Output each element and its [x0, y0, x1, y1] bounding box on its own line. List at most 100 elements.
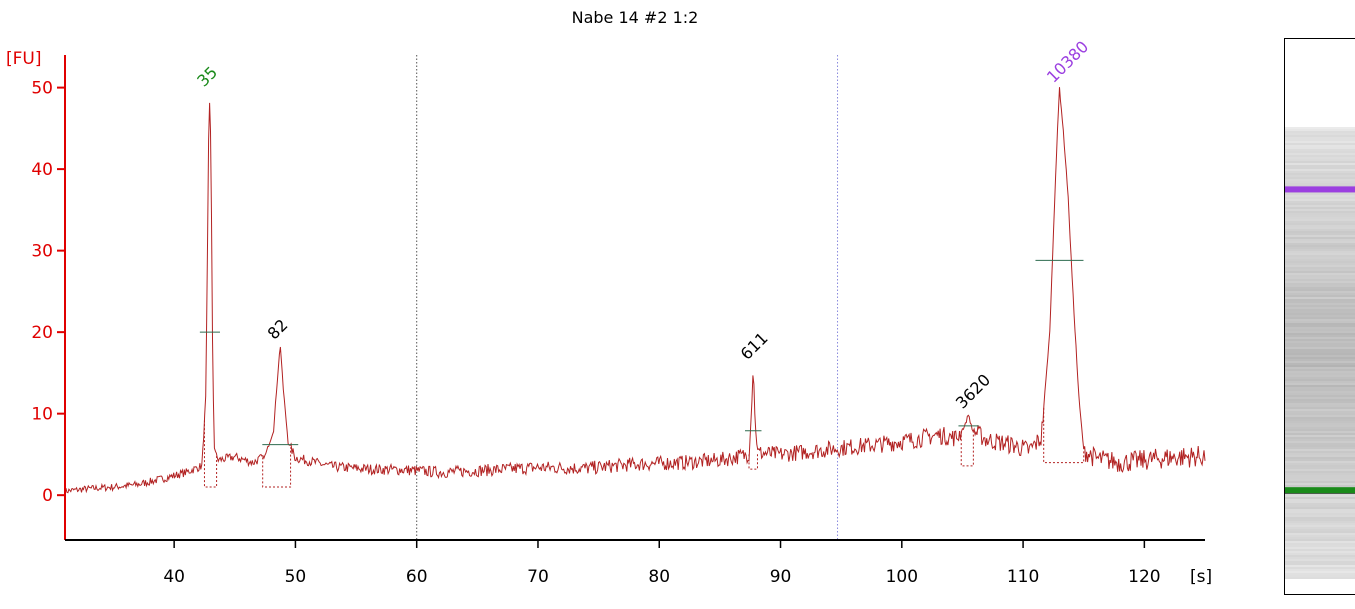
- gel-stripe: [1285, 137, 1355, 139]
- gel-stripe: [1285, 395, 1355, 397]
- gel-stripe: [1285, 161, 1355, 163]
- gel-stripe: [1285, 271, 1355, 273]
- gel-stripe: [1285, 343, 1355, 345]
- gel-stripe: [1285, 219, 1355, 221]
- gel-stripe: [1285, 165, 1355, 167]
- gel-stripe: [1285, 257, 1355, 259]
- gel-stripe: [1285, 535, 1355, 537]
- gel-stripe: [1285, 221, 1355, 223]
- gel-stripe: [1285, 355, 1355, 357]
- gel-stripe: [1285, 175, 1355, 177]
- gel-stripe: [1285, 389, 1355, 391]
- gel-stripe: [1285, 351, 1355, 353]
- gel-stripe: [1285, 527, 1355, 529]
- gel-stripe: [1285, 445, 1355, 447]
- gel-stripe: [1285, 341, 1355, 343]
- gel-stripe: [1285, 385, 1355, 387]
- gel-stripe: [1285, 407, 1355, 409]
- gel-stripe: [1285, 243, 1355, 245]
- gel-stripe: [1285, 417, 1355, 419]
- gel-stripe: [1285, 529, 1355, 531]
- gel-stripe: [1285, 275, 1355, 277]
- gel-stripe: [1285, 201, 1355, 203]
- gel-stripe: [1285, 277, 1355, 279]
- peak-label-0: 35: [193, 63, 221, 91]
- gel-stripe: [1285, 403, 1355, 405]
- gel-stripe: [1285, 521, 1355, 523]
- gel-stripe: [1285, 259, 1355, 261]
- gel-stripe: [1285, 555, 1355, 557]
- gel-stripe: [1285, 223, 1355, 225]
- gel-stripe: [1285, 397, 1355, 399]
- gel-stripe: [1285, 501, 1355, 503]
- gel-stripe: [1285, 321, 1355, 323]
- gel-stripe: [1285, 309, 1355, 311]
- gel-stripe: [1285, 561, 1355, 563]
- gel-stripe: [1285, 263, 1355, 265]
- gel-stripe: [1285, 479, 1355, 481]
- gel-stripe: [1285, 377, 1355, 379]
- gel-stripe: [1285, 213, 1355, 215]
- gel-stripe: [1285, 421, 1355, 423]
- gel-stripe: [1285, 245, 1355, 247]
- gel-stripe: [1285, 173, 1355, 175]
- x-tick-label-6: 100: [886, 567, 918, 587]
- gel-stripe: [1285, 539, 1355, 541]
- gel-stripe: [1285, 357, 1355, 359]
- gel-stripe: [1285, 323, 1355, 325]
- gel-stripe: [1285, 203, 1355, 205]
- peak-baseline-1: [262, 447, 292, 488]
- gel-stripe: [1285, 267, 1355, 269]
- gel-stripe: [1285, 261, 1355, 263]
- gel-stripe: [1285, 149, 1355, 151]
- gel-stripe: [1285, 163, 1355, 165]
- gel-stripe: [1285, 419, 1355, 421]
- gel-stripe: [1285, 455, 1355, 457]
- gel-stripe: [1285, 409, 1355, 411]
- gel-stripe: [1285, 279, 1355, 281]
- gel-stripe: [1285, 463, 1355, 465]
- gel-stripe: [1285, 151, 1355, 153]
- gel-stripe: [1285, 443, 1355, 445]
- gel-stripe: [1285, 209, 1355, 211]
- gel-stripe: [1285, 159, 1355, 161]
- gel-stripe: [1285, 195, 1355, 197]
- gel-stripe: [1285, 569, 1355, 571]
- gel-stripe: [1285, 425, 1355, 427]
- gel-stripe: [1285, 293, 1355, 295]
- gel-stripe: [1285, 575, 1355, 577]
- gel-stripe: [1285, 139, 1355, 141]
- gel-stripe: [1285, 303, 1355, 305]
- y-tick-label-2: 20: [31, 323, 53, 343]
- gel-stripe: [1285, 459, 1355, 461]
- gel-stripe: [1285, 285, 1355, 287]
- axes: 0 10 20 30 40 50 40 50 60 70 80 90 100 110 120: [31, 55, 1205, 587]
- gel-stripe: [1285, 153, 1355, 155]
- gel-stripe: [1285, 441, 1355, 443]
- x-axis-label: [s]: [1190, 567, 1212, 587]
- gel-stripe: [1285, 301, 1355, 303]
- gel-stripe: [1285, 399, 1355, 401]
- gel-stripe: [1285, 401, 1355, 403]
- gel-stripe: [1285, 249, 1355, 251]
- gel-stripe: [1285, 133, 1355, 135]
- gel-stripe: [1285, 325, 1355, 327]
- gel-stripe: [1285, 475, 1355, 477]
- peak-baseline-2: [748, 452, 758, 470]
- gel-stripe: [1285, 199, 1355, 201]
- gel-stripe: [1285, 317, 1355, 319]
- gel-stripe: [1285, 519, 1355, 521]
- gel-stripe: [1285, 307, 1355, 309]
- y-tick-label-1: 10: [31, 405, 53, 425]
- gel-stripe: [1285, 549, 1355, 551]
- gel-stripe: [1285, 183, 1355, 185]
- gel-stripe: [1285, 541, 1355, 543]
- gel-stripe: [1285, 247, 1355, 249]
- gel-stripe: [1285, 551, 1355, 553]
- gel-stripe: [1285, 147, 1355, 149]
- peak-label-3: 3620: [952, 370, 994, 412]
- peak-baseline-0: [203, 420, 218, 488]
- gel-stripe: [1285, 365, 1355, 367]
- gel-stripe: [1285, 577, 1355, 579]
- gel-stripe: [1285, 371, 1355, 373]
